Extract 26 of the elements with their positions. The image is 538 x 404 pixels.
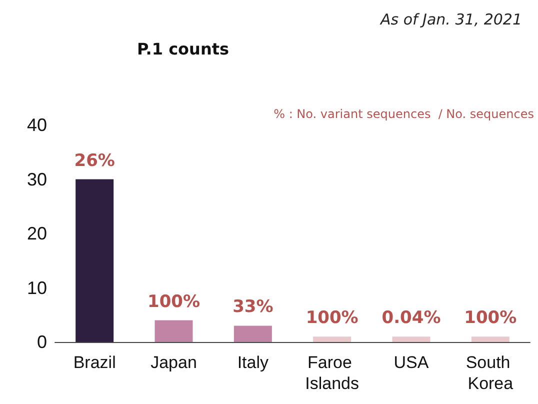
annotation: 26% bbox=[74, 150, 115, 171]
x-tick-label: South Korea bbox=[466, 353, 515, 393]
y-tick-label: 40 bbox=[26, 115, 47, 135]
annotation: 0.04% bbox=[382, 308, 441, 328]
text: As of Jan. 31, 2021 bbox=[379, 10, 522, 28]
x-tick-label: Italy bbox=[237, 353, 269, 372]
annotation: 100% bbox=[306, 308, 358, 328]
annotation: 33% bbox=[232, 297, 274, 318]
y-tick-label: 0 bbox=[36, 332, 47, 352]
annotation: 100% bbox=[147, 292, 200, 312]
y-tick-label: 10 bbox=[26, 278, 47, 298]
y-tick-label: 30 bbox=[26, 169, 47, 190]
chart-title: P.1 counts bbox=[137, 40, 229, 58]
text: % : No. variant sequences / No. sequences bbox=[274, 107, 534, 121]
annotation: 100% bbox=[464, 308, 517, 328]
y-tick-label: 20 bbox=[26, 224, 47, 244]
bar bbox=[154, 320, 193, 342]
bar bbox=[76, 179, 114, 342]
bar bbox=[313, 336, 352, 342]
x-tick-label: Faroe Islands bbox=[305, 353, 360, 393]
x-tick-label: USA bbox=[394, 353, 430, 372]
bar bbox=[471, 336, 510, 342]
x-tick-label: Brazil bbox=[73, 353, 116, 372]
bar bbox=[392, 336, 430, 342]
bar bbox=[234, 326, 272, 342]
x-tick-label: Japan bbox=[150, 353, 197, 372]
